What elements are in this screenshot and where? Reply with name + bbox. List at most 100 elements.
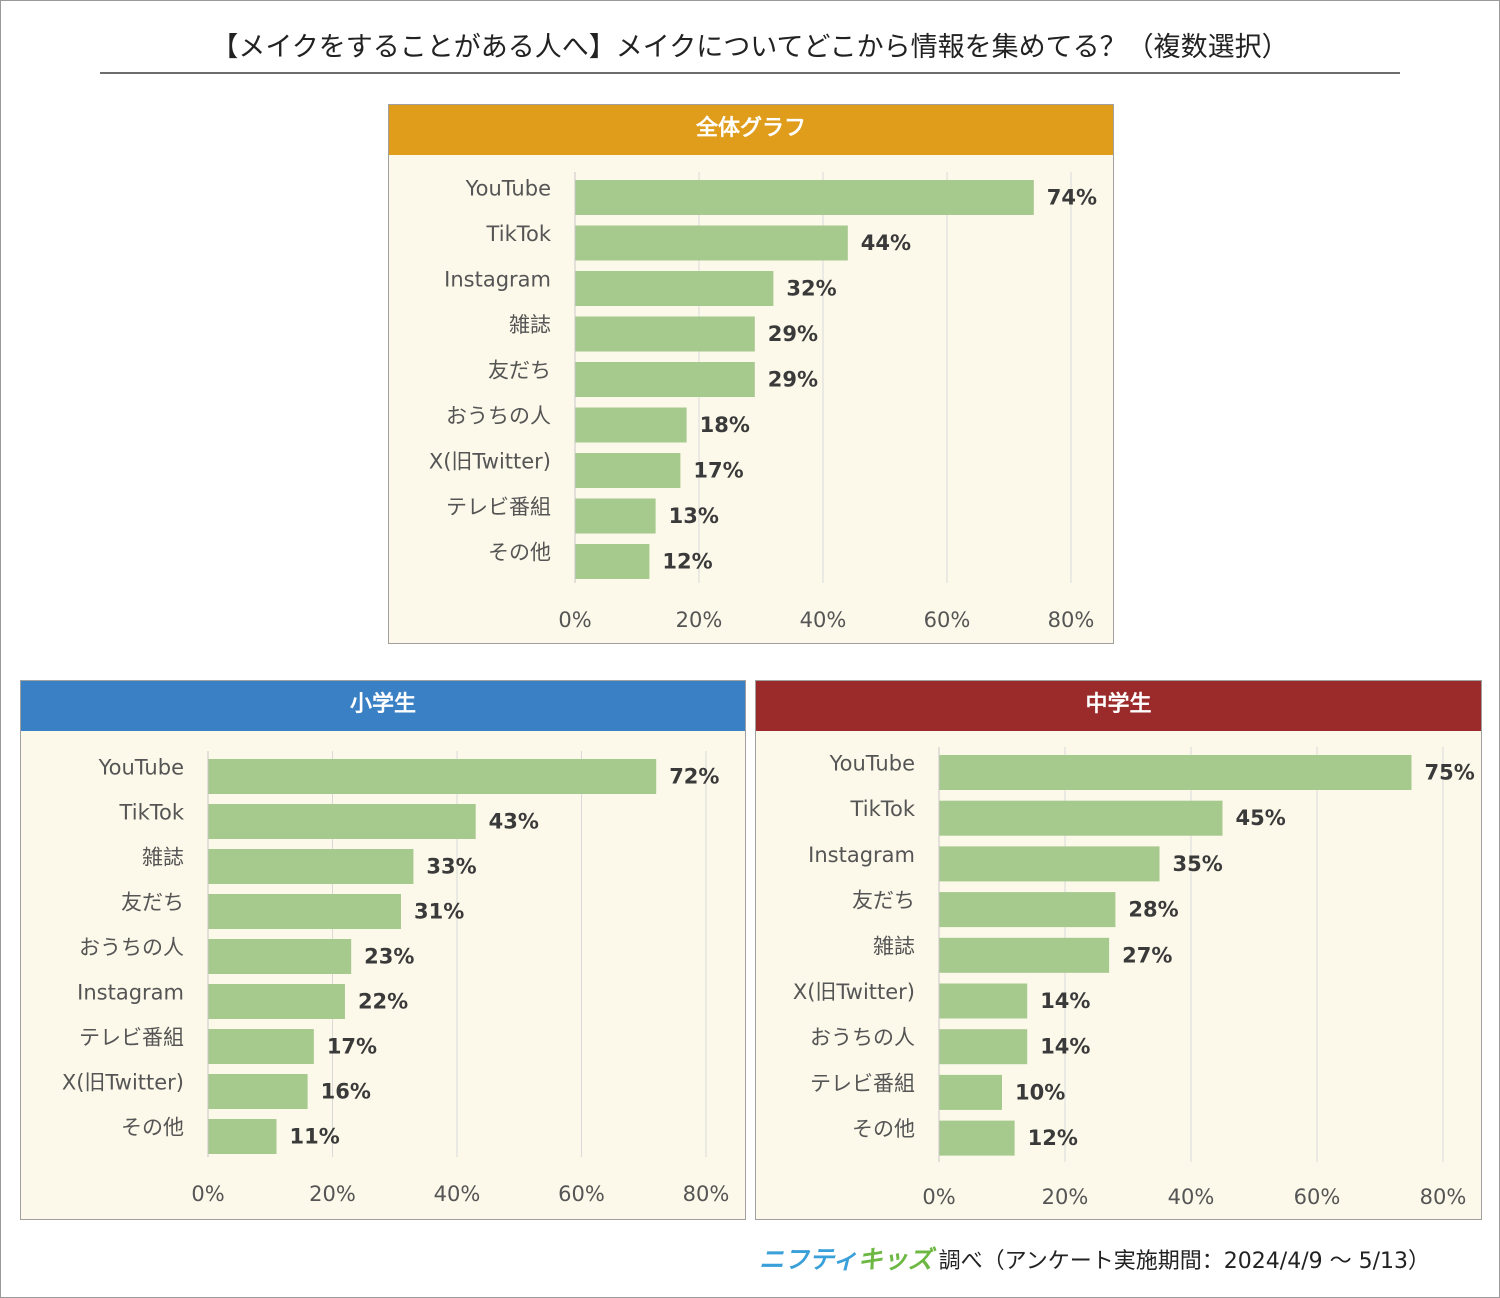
- bar: [939, 846, 1160, 882]
- value-label: 31%: [414, 900, 464, 924]
- value-label: 22%: [358, 990, 408, 1014]
- x-tick-label: 60%: [924, 608, 971, 632]
- x-tick-label: 0%: [191, 1182, 224, 1206]
- value-label: 32%: [786, 277, 836, 301]
- value-label: 23%: [364, 945, 414, 969]
- bar: [939, 1074, 1002, 1110]
- x-tick-label: 80%: [1420, 1185, 1467, 1209]
- bar: [939, 892, 1116, 928]
- brand-logo: ニフティキッズ: [759, 1245, 933, 1274]
- x-tick-label: 40%: [1168, 1185, 1215, 1209]
- bar: [575, 407, 687, 443]
- value-label: 74%: [1047, 186, 1097, 210]
- x-tick-label: 80%: [1048, 608, 1095, 632]
- category-label: おうちの人: [446, 404, 551, 428]
- category-label: 雑誌: [509, 313, 551, 337]
- category-label: Instagram: [77, 981, 184, 1005]
- category-label: YouTube: [465, 177, 551, 201]
- bar: [575, 316, 755, 352]
- x-tick-label: 20%: [309, 1182, 356, 1206]
- bar: [575, 180, 1034, 215]
- category-label: YouTube: [98, 756, 184, 780]
- category-label: その他: [852, 1117, 915, 1141]
- bar: [939, 983, 1028, 1019]
- bar: [575, 225, 848, 261]
- junior-high-bar-chart: 0% 20% 40% 60% 80% YouTube 75% TikTok 45% Instagr…: [793, 747, 1475, 1209]
- category-label: テレビ番組: [79, 1026, 184, 1050]
- category-label: X(旧Twitter): [62, 1071, 184, 1095]
- value-label: 35%: [1173, 852, 1223, 876]
- bar: [575, 498, 656, 534]
- value-label: 29%: [768, 368, 818, 392]
- value-label: 12%: [1028, 1126, 1078, 1150]
- category-label: TikTok: [850, 797, 916, 821]
- page-title: 【メイクをすることがある人へ】メイクについてどこから情報を集めてる？（複数選択）: [100, 28, 1400, 74]
- value-label: 29%: [768, 322, 818, 346]
- bar: [208, 1119, 277, 1154]
- bar: [939, 1120, 1015, 1156]
- value-label: 72%: [669, 765, 719, 789]
- bar: [208, 984, 345, 1019]
- category-label: おうちの人: [810, 1026, 915, 1050]
- category-label: YouTube: [829, 752, 915, 776]
- junior-high-chart-panel: 中学生 0% 20% 40% 60% 80% YouTube 75% TikTok 45% Ins…: [755, 680, 1482, 1220]
- value-label: 12%: [662, 550, 712, 574]
- value-label: 33%: [426, 855, 476, 879]
- bar: [575, 362, 755, 397]
- value-label: 44%: [861, 231, 911, 255]
- category-label: Instagram: [444, 268, 551, 292]
- bar: [208, 849, 414, 884]
- category-label: X(旧Twitter): [793, 980, 915, 1004]
- x-tick-label: 40%: [800, 608, 847, 632]
- category-label: TikTok: [486, 222, 552, 246]
- elementary-chart-panel: 小学生 0% 20% 40% 60% 80% YouTube 72% TikTok 43% 雑誌 3…: [20, 680, 746, 1220]
- junior-high-chart-header: 中学生: [756, 681, 1481, 731]
- value-label: 27%: [1122, 943, 1172, 967]
- bar: [208, 804, 476, 839]
- category-label: 友だち: [852, 889, 915, 913]
- value-label: 13%: [669, 504, 719, 528]
- bar: [208, 759, 657, 794]
- bar: [575, 544, 650, 579]
- category-label: TikTok: [119, 801, 185, 825]
- x-tick-label: 20%: [676, 608, 723, 632]
- bar: [208, 1074, 308, 1109]
- value-label: 17%: [327, 1035, 377, 1059]
- value-label: 14%: [1040, 1035, 1090, 1059]
- x-tick-label: 60%: [558, 1182, 605, 1206]
- value-label: 11%: [289, 1125, 339, 1149]
- overall-bar-chart: 0% 20% 40% 60% 80% YouTube 74% TikTok 44% Instagr…: [429, 172, 1097, 632]
- category-label: その他: [121, 1116, 184, 1140]
- bar: [208, 1029, 314, 1064]
- overall-chart-header: 全体グラフ: [389, 105, 1113, 155]
- category-label: X(旧Twitter): [429, 450, 551, 474]
- category-label: テレビ番組: [810, 1071, 915, 1095]
- overall-chart-panel: 全体グラフ 0% 20% 40% 60% 80% YouTube 74% TikTok 44% I…: [388, 104, 1114, 644]
- bar: [575, 271, 774, 306]
- value-label: 18%: [700, 413, 750, 437]
- x-tick-label: 0%: [922, 1185, 955, 1209]
- value-label: 16%: [321, 1080, 371, 1104]
- category-label: 友だち: [488, 359, 551, 383]
- bar: [939, 800, 1223, 836]
- value-label: 10%: [1015, 1080, 1065, 1104]
- x-tick-label: 60%: [1294, 1185, 1341, 1209]
- value-label: 17%: [693, 459, 743, 483]
- elementary-chart-header: 小学生: [21, 681, 745, 731]
- x-tick-label: 80%: [683, 1182, 730, 1206]
- category-label: 雑誌: [873, 934, 915, 958]
- value-label: 75%: [1425, 761, 1475, 785]
- survey-period-text: 調べ（アンケート実施期間：2024/4/9 ～ 5/13）: [938, 1249, 1430, 1274]
- category-label: テレビ番組: [446, 495, 551, 519]
- category-label: 友だち: [121, 891, 184, 915]
- bar: [939, 937, 1110, 973]
- value-label: 28%: [1128, 898, 1178, 922]
- category-label: Instagram: [808, 843, 915, 867]
- bar: [939, 1029, 1028, 1065]
- value-label: 43%: [489, 810, 539, 834]
- value-label: 45%: [1236, 806, 1286, 830]
- value-label: 14%: [1040, 989, 1090, 1013]
- bar: [208, 939, 352, 974]
- x-tick-label: 40%: [434, 1182, 481, 1206]
- footer-credit: ニフティキッズ 調べ（アンケート実施期間：2024/4/9 ～ 5/13）: [759, 1240, 1430, 1280]
